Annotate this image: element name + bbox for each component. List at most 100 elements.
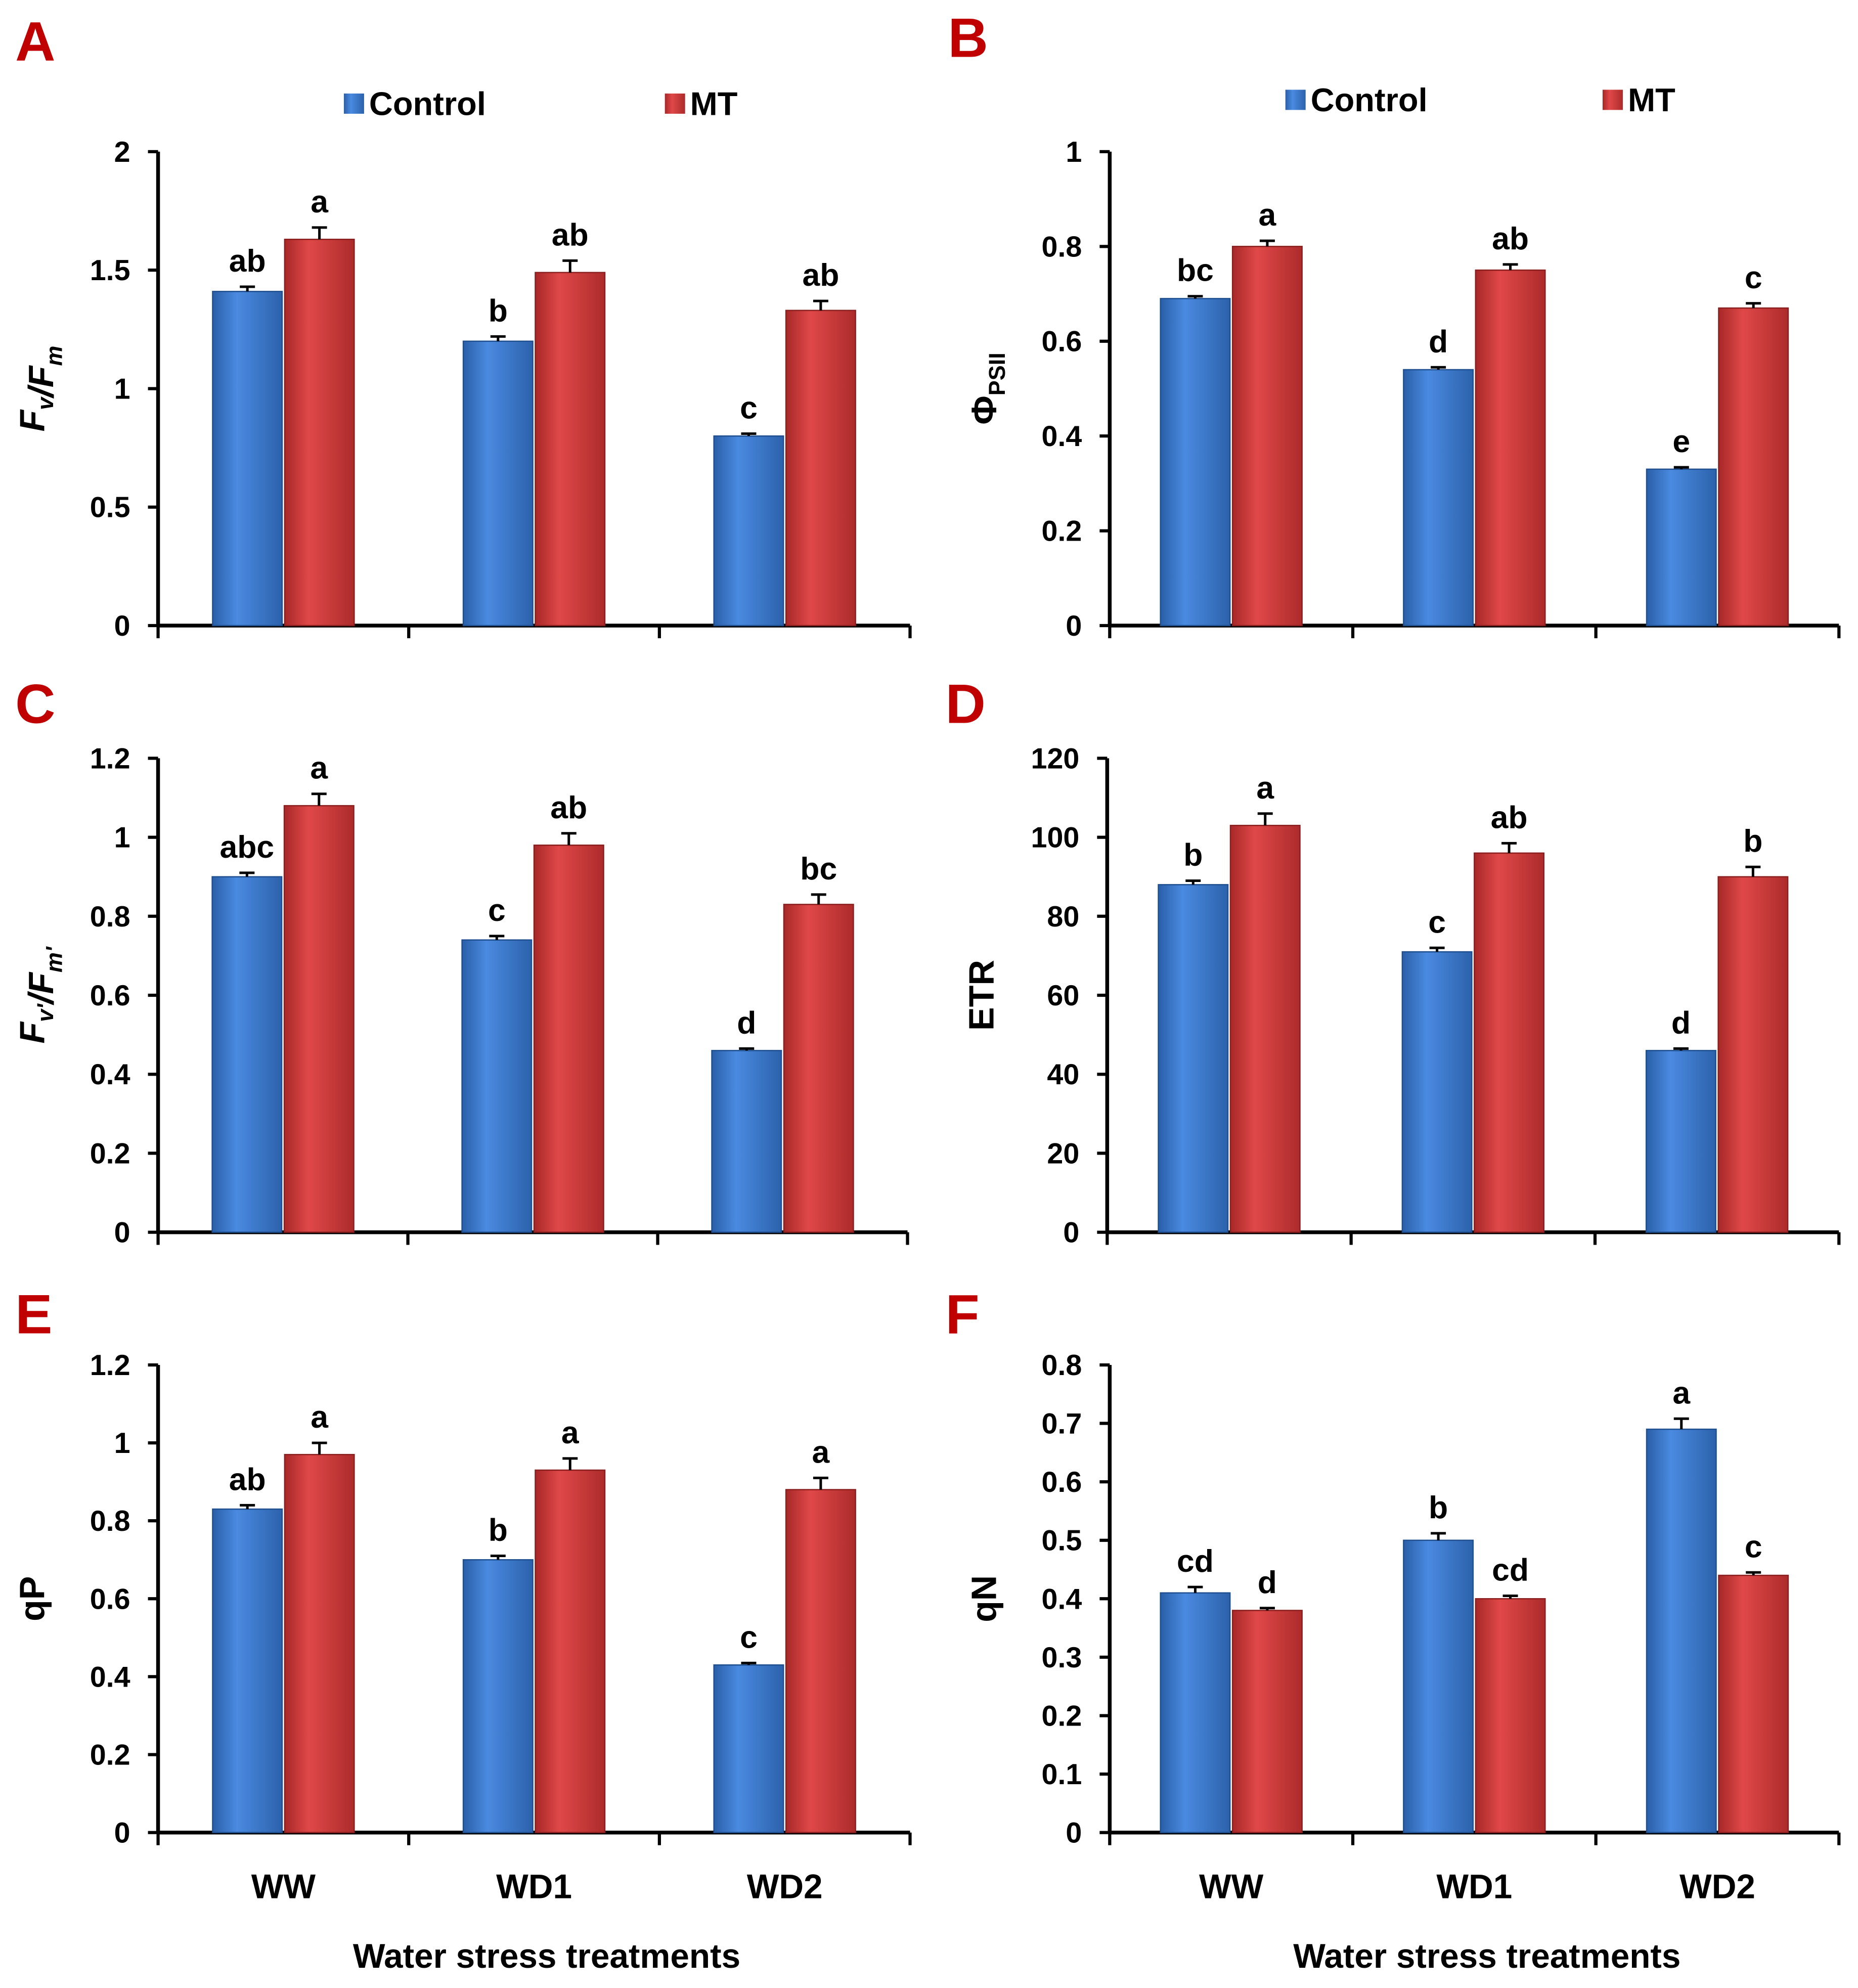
y-tick-label: 0.7 — [1041, 1408, 1082, 1440]
y-tick-label: 0.8 — [90, 1505, 130, 1537]
significance-letter: bc — [1177, 253, 1214, 288]
significance-letter: e — [1672, 424, 1690, 459]
y-tick-label: 0.6 — [90, 1583, 130, 1615]
significance-letter: b — [1183, 837, 1203, 873]
y-axis-label: qP — [13, 1576, 52, 1621]
y-label-subscript: m — [41, 345, 67, 366]
bar-mt-WW — [1229, 824, 1301, 1233]
significance-letter: b — [489, 1513, 508, 1548]
legend-swatch-control — [1285, 90, 1306, 110]
x-tick-label: WD2 — [1679, 1868, 1755, 1906]
significance-letter: d — [1671, 1005, 1691, 1040]
y-tick-label: 0.8 — [1041, 1349, 1082, 1382]
bar-control-WD2 — [1646, 1428, 1717, 1833]
x-tick-label: WW — [251, 1868, 316, 1906]
bar-control-WW — [1158, 884, 1229, 1233]
bar-control-WW — [212, 1508, 283, 1833]
y-tick-label: 0 — [1063, 1217, 1079, 1249]
bar-mt-WW — [284, 239, 355, 627]
significance-letter: a — [1672, 1375, 1691, 1410]
panel-letter: A — [15, 11, 55, 73]
panel-letter: E — [15, 1283, 52, 1345]
y-tick-label: 0.4 — [1041, 1583, 1082, 1615]
bar-control-WD1 — [462, 340, 534, 627]
significance-letter: a — [1259, 197, 1277, 233]
significance-letter: c — [740, 390, 758, 425]
legend-label-mt: MT — [1628, 81, 1675, 118]
panel-letter: C — [15, 673, 55, 735]
y-tick-label: 1.2 — [90, 1349, 130, 1382]
y-tick-label: 0.2 — [90, 1137, 130, 1170]
y-tick-label: 0.6 — [1041, 326, 1082, 358]
bar-mt-WD1 — [1474, 852, 1545, 1233]
y-tick-label: 0 — [114, 610, 130, 642]
panel-D: D 0 20 40 60 80 100 120 ETR b a c ab d b — [945, 673, 1841, 1249]
legend-label-control: Control — [369, 85, 486, 122]
y-tick-label: 20 — [1047, 1137, 1079, 1170]
y-tick-label: 0.4 — [1041, 420, 1082, 453]
significance-letter: a — [310, 750, 328, 786]
y-tick-label: 0.2 — [1041, 515, 1082, 548]
y-tick-label: 0.5 — [90, 492, 130, 524]
bar-control-WW — [212, 291, 283, 627]
bar-mt-WD1 — [1475, 1598, 1546, 1833]
bar-mt-WW — [1231, 246, 1303, 627]
legend-swatch-control — [343, 93, 364, 114]
bar-mt-WD2 — [785, 1489, 856, 1833]
bar-control-WD1 — [1403, 369, 1474, 627]
significance-letter: cd — [1177, 1543, 1214, 1579]
y-tick-label: 40 — [1047, 1058, 1079, 1091]
y-axis-label: ETR — [961, 960, 1001, 1031]
significance-letter: a — [812, 1434, 830, 1470]
y-label-part: F — [13, 409, 52, 431]
y-tick-label: 0.8 — [90, 901, 130, 933]
significance-letter: a — [311, 184, 329, 219]
bar-control-WD2 — [713, 435, 784, 627]
y-tick-label: 0.2 — [1041, 1700, 1082, 1732]
y-tick-label: 1 — [1066, 136, 1082, 168]
bar-mt-WD2 — [1718, 1574, 1789, 1833]
significance-letter: a — [561, 1415, 580, 1450]
y-tick-label: 0.8 — [1041, 231, 1082, 263]
bar-control-WD2 — [711, 1050, 782, 1233]
y-tick-label: 0.6 — [1041, 1466, 1082, 1498]
bar-mt-WD1 — [533, 844, 604, 1233]
bar-control-WD1 — [461, 939, 533, 1233]
bar-control-WD2 — [1646, 468, 1717, 627]
bar-control-WW — [211, 876, 283, 1233]
panel-C: C 0 0.2 0.4 0.6 0.8 1 1.2 Fv'/Fm' abc a c ab d bc — [13, 673, 909, 1249]
panel-letter: D — [945, 673, 985, 735]
significance-letter: d — [1258, 1565, 1277, 1600]
y-tick-label: 0.1 — [1041, 1758, 1082, 1791]
significance-letter: d — [1429, 324, 1448, 359]
bar-control-WD1 — [1403, 1539, 1474, 1833]
bar-mt-WD2 — [1717, 876, 1789, 1233]
significance-letter: ab — [550, 790, 587, 825]
significance-letter: ab — [1491, 800, 1528, 835]
bar-mt-WD1 — [1475, 269, 1546, 627]
significance-letter: b — [489, 293, 508, 328]
legend-label-control: Control — [1311, 81, 1428, 118]
y-tick-label: 0.3 — [1041, 1642, 1082, 1674]
panel-B: B Control MT 0 0.2 0.4 0.6 0.8 1 ΦPSII bc a d ab e c — [948, 7, 1841, 642]
significance-letter: ab — [229, 243, 266, 279]
significance-letter: c — [1745, 1529, 1762, 1564]
significance-letter: bc — [800, 851, 837, 887]
y-tick-label: 0.4 — [90, 1661, 130, 1693]
y-tick-label: 0 — [1066, 610, 1082, 642]
significance-letter: ab — [802, 257, 839, 293]
bar-mt-WW — [283, 805, 355, 1233]
x-tick-label: WD1 — [1436, 1868, 1512, 1906]
y-label-part: qP — [13, 1576, 52, 1621]
y-label-part: F — [13, 1021, 52, 1044]
significance-letter: d — [737, 1005, 756, 1040]
y-label-subscript: PSII — [984, 352, 1010, 395]
y-label-part: Φ — [964, 395, 1003, 424]
bar-control-WD2 — [1645, 1050, 1716, 1233]
bar-control-WD1 — [1401, 951, 1473, 1233]
bar-mt-WW — [284, 1453, 355, 1833]
bar-mt-WD2 — [1718, 307, 1789, 627]
y-tick-label: 0.4 — [90, 1058, 130, 1091]
